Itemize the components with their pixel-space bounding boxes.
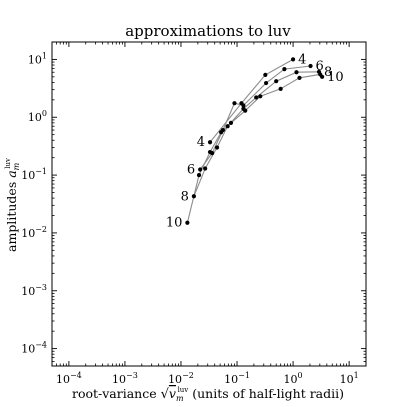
series-start-label-4: 4 [197,135,205,150]
data-point-6 [241,103,246,108]
data-point-4 [207,140,213,145]
data-point-10 [258,94,263,99]
data-point-10 [207,149,213,155]
data-point-8 [254,95,259,100]
series-points [185,57,325,225]
data-point-4 [290,57,296,62]
data-point-10 [185,220,190,225]
data-point-10 [219,130,224,135]
x-tick-label: 10−3 [112,371,138,386]
data-point-10 [278,86,283,91]
data-point-6 [308,63,313,69]
data-point-8 [203,166,208,171]
data-point-10 [320,74,325,79]
x-tick-label: 10−2 [168,371,194,386]
data-point-4 [263,72,268,77]
data-point-8 [191,194,196,199]
series-start-label-8: 8 [181,189,189,204]
data-point-10 [297,75,302,80]
x-tick-label: 101 [340,371,359,386]
ticks: 10−4 10−3 10−2 10−1 100 101 10−4 10−3 10−2 10−1 10… [21,42,366,386]
data-point-10 [243,108,248,113]
y-tick-label: 10−1 [21,167,47,182]
y-tick-label: 10−3 [21,283,47,298]
series-end-label-4: 4 [298,52,306,67]
data-point-6 [232,101,237,106]
x-axis-label: root-variance √vmluv (units of half-ligh… [72,386,344,403]
data-point-10 [196,172,202,178]
data-point-10 [228,120,234,125]
axes [51,41,367,367]
x-tick-label: 10−1 [224,371,250,386]
y-tick-label: 10−4 [21,341,47,356]
y-axis-label: amplitudes amluv [4,158,21,252]
data-point-8 [214,145,220,150]
data-point-6 [198,167,203,172]
y-tick-label: 100 [28,109,47,124]
x-tick-label: 100 [284,371,303,386]
series-start-label-6: 6 [187,162,195,177]
y-tick-label: 10−2 [21,225,47,240]
x-tick-label: 10−4 [56,371,82,386]
series-end-label-8: 8 [324,65,332,80]
plot-frame [51,41,367,367]
series-end-label-10: 10 [327,70,344,85]
chart-title: approximations to luv [125,22,291,40]
data-point-6 [263,80,269,86]
data-point-8 [274,79,279,84]
data-point-6 [282,66,287,72]
series-line-6 [199,65,311,170]
y-tick-label: 101 [28,51,47,66]
series-start-label-10: 10 [166,216,183,231]
data-point-8 [225,124,230,129]
series-end-label-6: 6 [316,59,324,74]
data-point-8 [294,70,299,75]
